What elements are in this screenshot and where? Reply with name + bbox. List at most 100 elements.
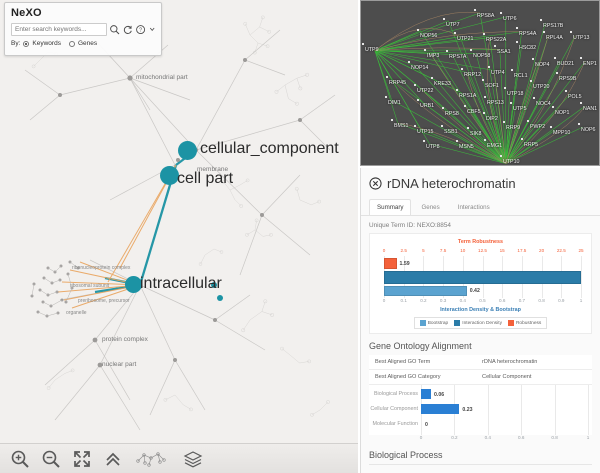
gene-label[interactable]: RPS7A <box>449 54 467 60</box>
gene-node[interactable] <box>543 31 546 34</box>
gene-label[interactable]: DIP2 <box>486 116 498 122</box>
search-icon[interactable] <box>109 22 120 36</box>
gene-node[interactable] <box>500 12 503 15</box>
gene-node[interactable] <box>565 90 568 93</box>
gene-node[interactable] <box>533 97 536 100</box>
gene-node[interactable] <box>484 139 487 142</box>
zoom-out-icon[interactable] <box>41 449 61 469</box>
gene-node[interactable] <box>554 57 557 60</box>
node-cellular-component[interactable] <box>178 141 197 160</box>
tab-interactions[interactable]: Interactions <box>457 204 490 211</box>
gene-label[interactable]: NOP6 <box>581 127 596 133</box>
gene-label[interactable]: HSC82 <box>519 45 537 51</box>
gene-node[interactable] <box>484 96 487 99</box>
gene-label[interactable]: NOP14 <box>411 65 429 71</box>
gene-label[interactable]: NOP1 <box>555 110 570 116</box>
gene-label[interactable]: SSA1 <box>497 49 511 55</box>
search-input[interactable] <box>11 22 107 36</box>
fit-screen-icon[interactable] <box>72 449 92 469</box>
layers-icon[interactable] <box>183 449 203 469</box>
zoom-in-icon[interactable] <box>10 449 30 469</box>
gene-node[interactable] <box>510 102 513 105</box>
gene-label[interactable]: NOC4 <box>536 101 551 107</box>
gene-node[interactable] <box>578 123 581 126</box>
gene-label[interactable]: ENP1 <box>583 61 597 67</box>
node-intracellular[interactable] <box>125 276 142 293</box>
gene-label[interactable]: UTP22 <box>417 88 434 94</box>
gene-label[interactable]: URB1 <box>420 103 435 109</box>
ontology-graph-canvas[interactable] <box>0 0 358 473</box>
gene-node[interactable] <box>503 121 506 124</box>
tab-summary[interactable]: Summary <box>369 199 412 215</box>
gene-node[interactable] <box>423 140 426 143</box>
gene-node[interactable] <box>431 77 434 80</box>
gene-label[interactable]: SSB1 <box>444 129 458 135</box>
gene-node[interactable] <box>414 84 417 87</box>
gene-label[interactable]: RRP9 <box>506 125 521 131</box>
gene-node[interactable] <box>461 68 464 71</box>
gene-node[interactable] <box>516 41 519 44</box>
gene-label[interactable]: KRE33 <box>434 81 451 87</box>
gene-label[interactable]: BUD21 <box>557 61 575 67</box>
gene-node[interactable] <box>424 49 427 52</box>
gene-node[interactable] <box>527 120 530 123</box>
gene-label[interactable]: NOP56 <box>420 33 438 39</box>
gene-node[interactable] <box>417 29 420 32</box>
gene-label[interactable]: NOP58 <box>473 53 491 59</box>
gene-node[interactable] <box>521 138 524 141</box>
gene-label[interactable]: POL5 <box>568 94 582 100</box>
gene-node[interactable] <box>408 61 411 64</box>
gene-node[interactable] <box>500 155 503 158</box>
gene-label[interactable]: UTP4 <box>491 70 505 76</box>
ontology-network-view[interactable]: cellular_component cell part intracellul… <box>0 0 358 473</box>
gene-node[interactable] <box>570 31 573 34</box>
gene-node[interactable] <box>540 19 543 22</box>
gene-label[interactable]: MSN5 <box>459 144 474 150</box>
gene-label[interactable]: RPS8A <box>477 13 495 19</box>
gene-label[interactable]: UTP8 <box>426 144 440 150</box>
gene-node[interactable] <box>550 126 553 129</box>
refresh-icon[interactable] <box>122 22 133 36</box>
gene-node[interactable] <box>474 9 477 12</box>
gene-label[interactable]: PWP2 <box>530 124 546 130</box>
gene-node[interactable] <box>454 32 457 35</box>
gene-label[interactable]: NAN1 <box>583 106 598 112</box>
gene-label[interactable]: UTP18 <box>507 91 524 97</box>
chevron-down-icon[interactable] <box>149 22 155 36</box>
gene-label[interactable]: IMP3 <box>427 53 440 59</box>
gene-node[interactable] <box>556 72 559 75</box>
gene-node[interactable] <box>414 125 417 128</box>
gene-node[interactable] <box>516 27 519 30</box>
gene-node[interactable] <box>385 96 388 99</box>
gene-node[interactable] <box>483 33 486 36</box>
gene-label[interactable]: RPS4A <box>519 31 537 37</box>
search-panel[interactable]: NeXO ? By: Keywords Genes <box>4 2 162 56</box>
gene-label[interactable]: BMS1 <box>394 123 409 129</box>
gene-label[interactable]: RRP45 <box>389 80 407 86</box>
gene-label[interactable]: UTP20 <box>533 84 550 90</box>
gene-label[interactable]: UTP6 <box>503 16 517 22</box>
close-circle-icon[interactable] <box>369 177 382 190</box>
ontology-toolbar[interactable] <box>0 443 358 473</box>
gene-interaction-network[interactable]: UTP9 NOP56 UTP7 RPS8A UTP6 RPS17B UTP21 RPS22A R… <box>360 0 600 166</box>
gene-label[interactable]: SIK8 <box>470 131 482 137</box>
gene-label[interactable]: DIM1 <box>388 100 401 106</box>
gene-node[interactable] <box>456 89 459 92</box>
gene-label[interactable]: RPS13 <box>487 100 504 106</box>
search-row[interactable]: ? <box>11 22 155 36</box>
gene-node[interactable] <box>530 80 533 83</box>
gene-node[interactable] <box>391 119 394 122</box>
gene-label[interactable]: EMG1 <box>487 143 503 149</box>
gene-node[interactable] <box>511 69 514 72</box>
gene-label[interactable]: SOF1 <box>485 83 499 89</box>
gene-label[interactable]: UTP5 <box>513 106 527 112</box>
gene-node[interactable] <box>470 49 473 52</box>
gene-node[interactable] <box>443 18 446 21</box>
collapse-up-icon[interactable] <box>103 449 123 469</box>
gene-node[interactable] <box>552 106 555 109</box>
network-thumbnail-icon[interactable] <box>134 449 172 469</box>
gene-label[interactable]: MPP10 <box>553 130 571 136</box>
help-icon[interactable]: ? <box>135 22 146 36</box>
term-detail-panel[interactable]: rDNA heterochromatin Summary Genes Inter… <box>360 168 600 473</box>
gene-label[interactable]: UTP7 <box>446 22 460 28</box>
